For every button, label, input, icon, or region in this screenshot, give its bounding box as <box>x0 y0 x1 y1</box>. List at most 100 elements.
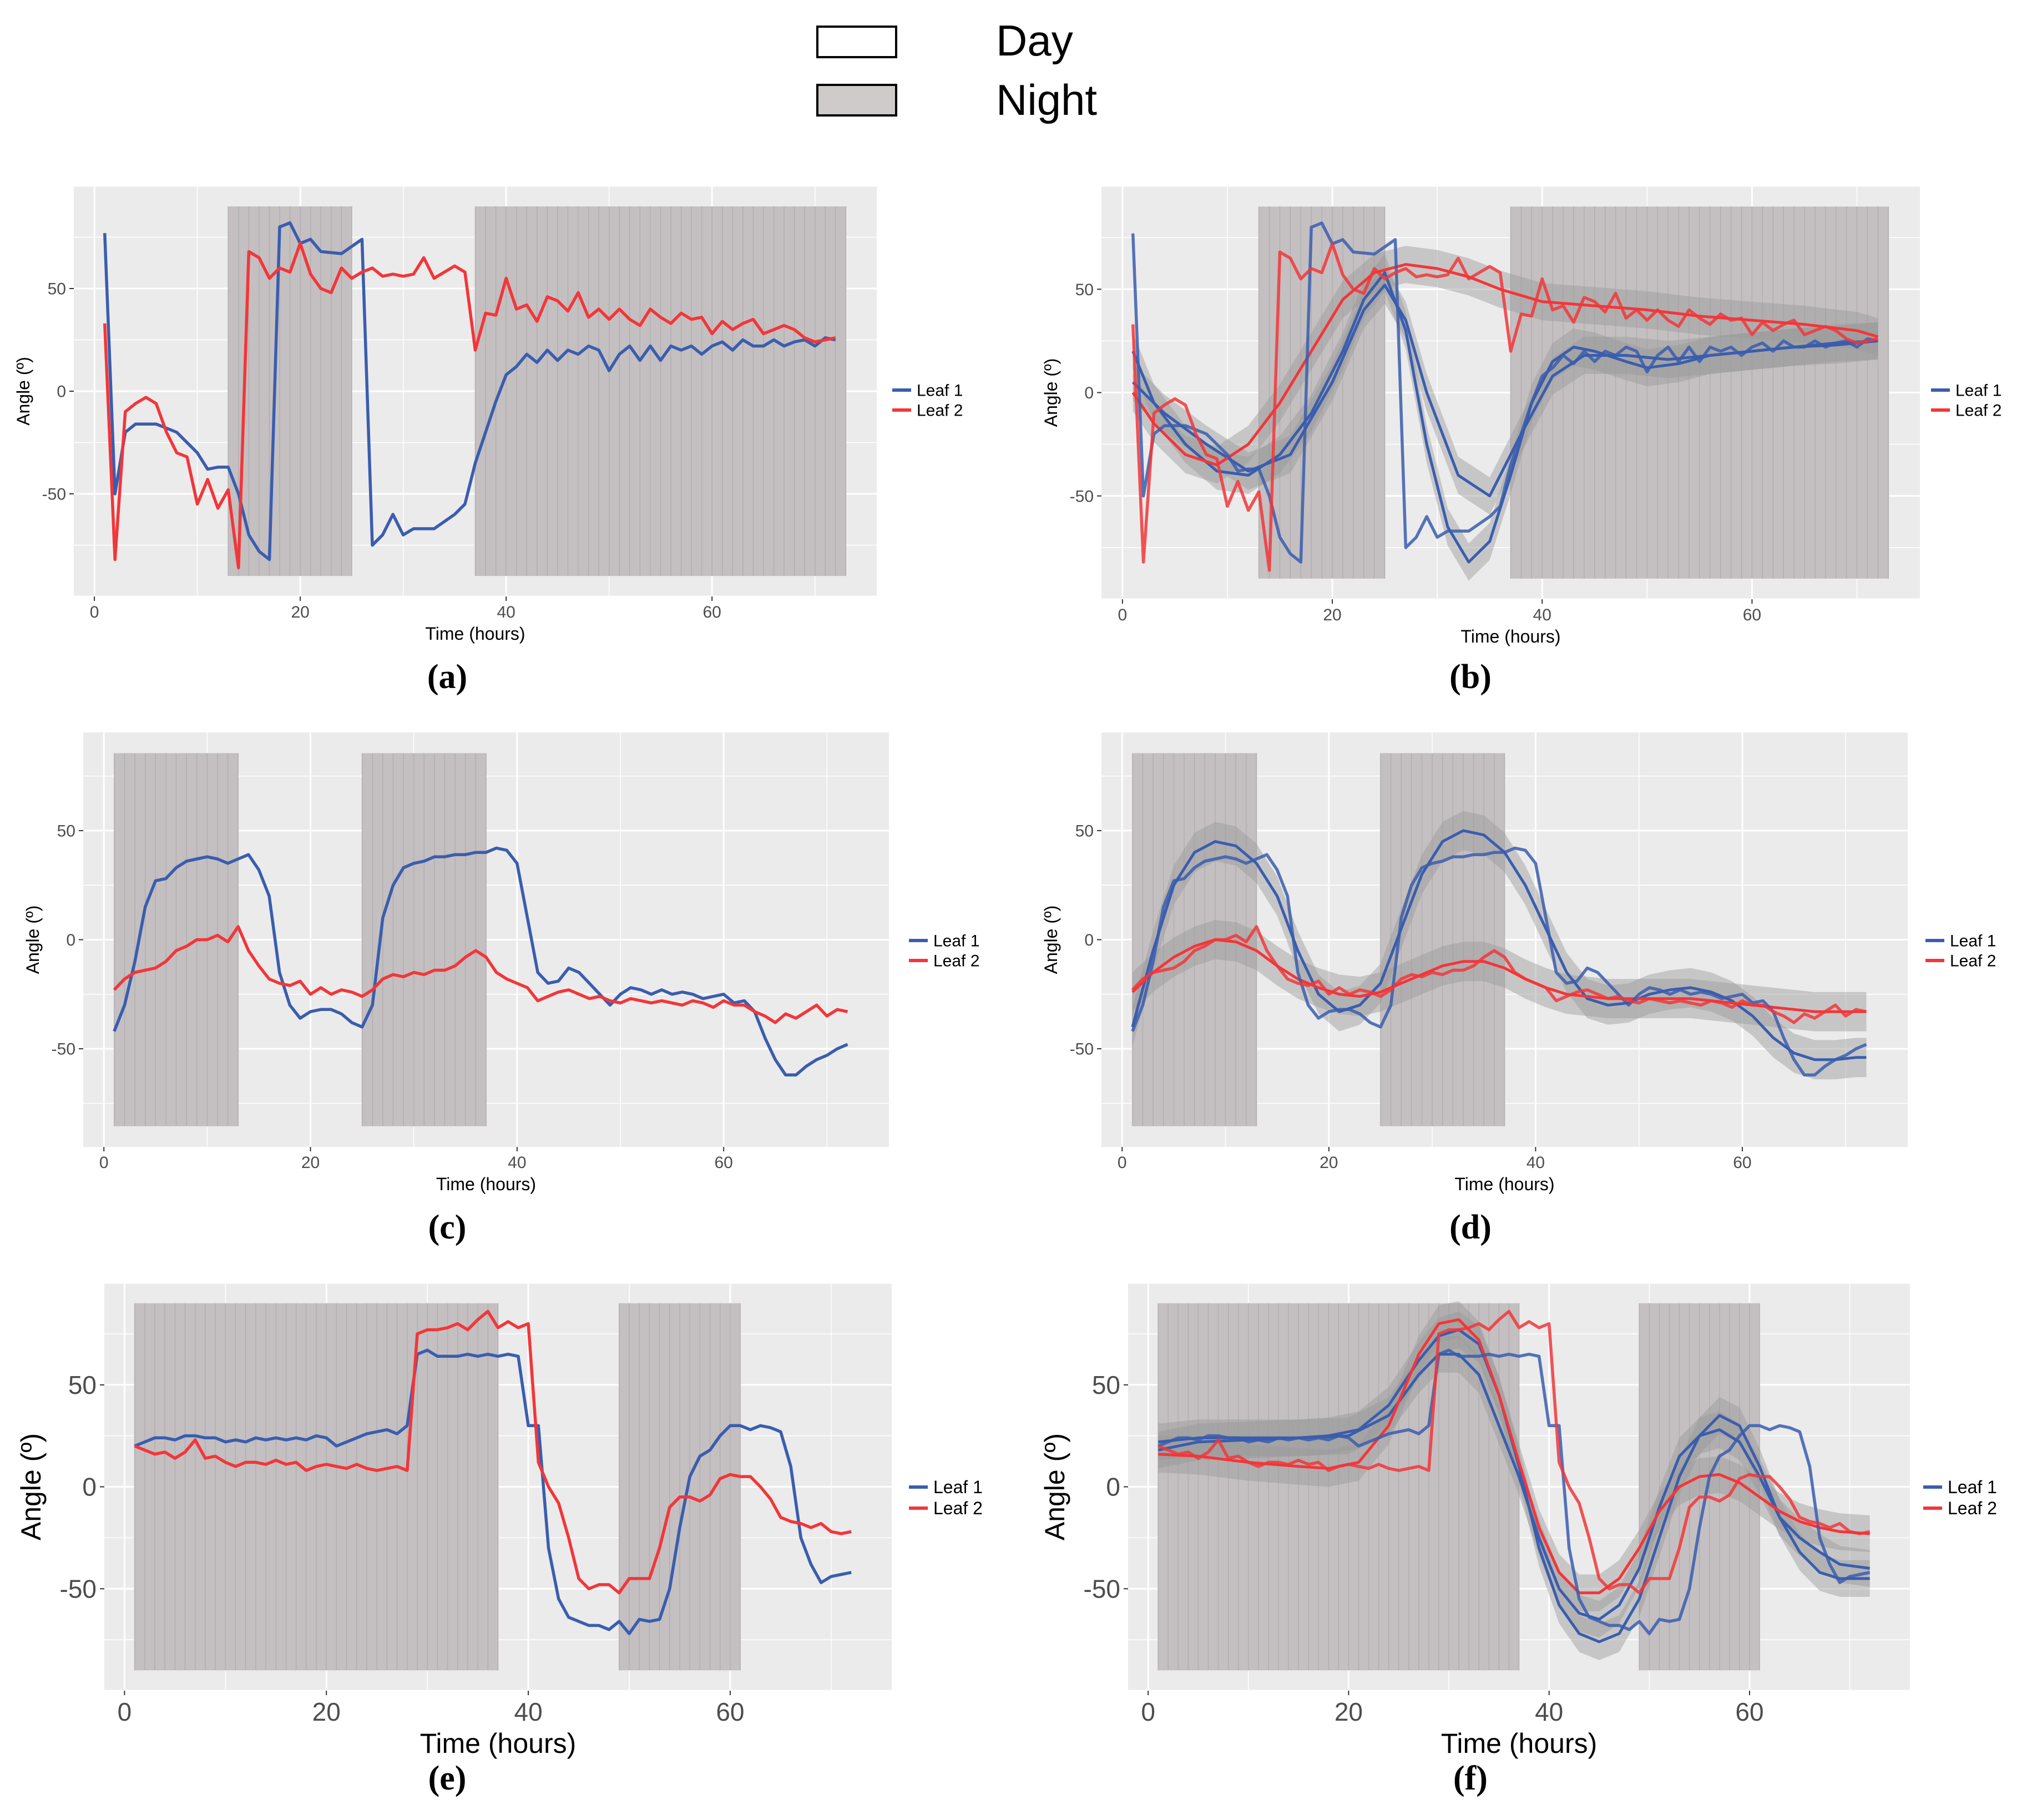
night-period <box>134 1303 499 1671</box>
smooth-fit-line-1 <box>1131 284 1878 498</box>
x-tick-label: 20 <box>291 603 309 621</box>
x-tick-label: 0 <box>1118 1154 1127 1172</box>
x-tick-label: 40 <box>1526 1154 1545 1172</box>
x-tick-label: 60 <box>1733 1154 1751 1172</box>
y-axis-label: Angle (º) <box>1039 1433 1070 1540</box>
y-tick-label: -50 <box>1070 1040 1094 1059</box>
series-line-leaf-1 <box>1131 846 1867 1077</box>
night-period <box>361 753 487 1126</box>
x-tick-label: 0 <box>1118 606 1127 624</box>
x-tick-label: 20 <box>1320 1154 1338 1172</box>
x-tick-label: 20 <box>1323 606 1341 624</box>
night-period <box>1157 1303 1520 1671</box>
x-tick-label: 0 <box>118 1697 132 1726</box>
y-axis-label: Angle (º) <box>16 1433 47 1540</box>
y-axis-label: Angle (º) <box>1041 358 1061 427</box>
series-line-leaf-2 <box>113 925 848 1024</box>
smooth-confidence-band <box>1133 246 1878 484</box>
panel-caption: (e) <box>428 1760 467 1797</box>
series-line-leaf-1 <box>113 846 848 1077</box>
legend-label-leaf-2: Leaf 2 <box>1950 952 1996 970</box>
chart-panel-a: 0 20 40 60 -50 0 50 Time (hours) Angle (º) Leaf 1… <box>13 185 963 696</box>
day-legend-label: Day <box>996 16 1073 65</box>
series-line-leaf-2 <box>1157 1310 1871 1595</box>
y-tick-label: -50 <box>42 486 66 504</box>
y-axis-label: Angle (º) <box>23 906 43 974</box>
series-line-leaf-1 <box>1157 1348 1871 1635</box>
night-period <box>1639 1303 1760 1671</box>
chart-panel-f: 0 20 40 60 -50 0 50 Time (hours) Angle (º) Leaf 1… <box>1039 1282 1997 1797</box>
series-line-leaf-1 <box>134 1348 852 1635</box>
x-tick-label: 40 <box>1535 1697 1563 1726</box>
y-tick-label: 50 <box>48 280 66 299</box>
night-period <box>1132 753 1257 1126</box>
day-night-legend: Day Night <box>816 16 1097 124</box>
x-tick-label: 40 <box>1533 606 1551 624</box>
panel-caption: (a) <box>427 658 467 696</box>
x-tick-label: 40 <box>497 603 515 621</box>
smooth-fit-line-2 <box>1158 1318 1870 1595</box>
x-tick-label: 40 <box>508 1154 526 1172</box>
y-tick-label: 0 <box>66 931 75 949</box>
panels: 0 20 40 60 -50 0 50 Time (hours) Angle (º) Leaf 1… <box>13 185 2001 1797</box>
panel-caption: (b) <box>1449 658 1492 696</box>
legend-label-leaf-2: Leaf 2 <box>917 402 963 420</box>
y-tick-label: 0 <box>82 1473 97 1502</box>
smooth-confidence-band <box>1158 1301 1870 1611</box>
night-legend-swatch <box>816 84 897 117</box>
y-axis-label: Angle (º) <box>1041 906 1061 974</box>
chart-panel-b: 0 20 40 60 -50 0 50 Time (hours) Angle (º) Leaf 1… <box>1041 185 2001 696</box>
legend-label-leaf-1: Leaf 1 <box>1955 382 2001 400</box>
x-axis-label: Time (hours) <box>1460 626 1560 646</box>
smooth-confidence-band <box>1132 920 1867 1032</box>
series-legend: Leaf 1 Leaf 2 <box>1931 382 2001 420</box>
y-tick-label: 0 <box>1084 384 1094 402</box>
chart-panel-d: 0 20 40 60 -50 0 50 Time (hours) Angle (º) Leaf 1… <box>1041 732 1996 1246</box>
night-period <box>619 1303 741 1671</box>
y-tick-label: -50 <box>1070 487 1094 505</box>
night-period <box>1510 206 1889 579</box>
y-tick-label: -50 <box>52 1040 75 1059</box>
day-legend-swatch <box>816 26 897 58</box>
night-period <box>474 206 847 576</box>
legend-label-leaf-2: Leaf 2 <box>933 952 979 970</box>
x-axis-label: Time (hours) <box>1441 1728 1598 1759</box>
legend-label-leaf-2: Leaf 2 <box>1948 1498 1997 1518</box>
series-line-leaf-2 <box>1131 925 1867 1024</box>
x-tick-label: 60 <box>714 1154 732 1172</box>
night-legend-label: Night <box>996 75 1097 124</box>
x-tick-label: 20 <box>312 1697 341 1726</box>
x-tick-label: 20 <box>1335 1697 1363 1726</box>
y-tick-label: 50 <box>1092 1371 1120 1399</box>
series-line-leaf-2 <box>1131 242 1878 572</box>
y-tick-label: -50 <box>60 1574 97 1603</box>
legend-label-leaf-1: Leaf 1 <box>917 382 963 400</box>
y-tick-label: 0 <box>1084 931 1094 949</box>
night-period <box>114 753 239 1126</box>
x-tick-label: 0 <box>99 1154 109 1172</box>
panel-caption: (d) <box>1449 1209 1492 1246</box>
x-tick-label: 60 <box>1735 1697 1763 1726</box>
series-legend: Leaf 1 Leaf 2 <box>892 382 963 420</box>
chart-panel-c: 0 20 40 60 -50 0 50 Time (hours) Angle (º) Leaf 1… <box>23 732 979 1246</box>
chart-panel-e: 0 20 40 60 -50 0 50 Time (hours) Angle (º) Leaf 1… <box>16 1282 983 1797</box>
x-axis-label: Time (hours) <box>420 1728 577 1759</box>
panel-caption: (f) <box>1453 1760 1488 1797</box>
x-axis-label: Time (hours) <box>436 1174 536 1194</box>
y-tick-label: 50 <box>1075 281 1094 299</box>
panel-caption: (c) <box>428 1209 467 1246</box>
legend-label-leaf-2: Leaf 2 <box>933 1498 983 1518</box>
smooth-fit-line-1 <box>1157 1353 1871 1621</box>
legend-label-leaf-2: Leaf 2 <box>1955 402 2001 420</box>
y-axis-label: Angle (º) <box>13 357 33 426</box>
y-tick-label: 50 <box>68 1371 97 1399</box>
x-axis-label: Time (hours) <box>425 624 525 644</box>
x-tick-label: 20 <box>301 1154 320 1172</box>
y-tick-label: 50 <box>57 822 75 840</box>
y-tick-label: -50 <box>1084 1574 1120 1603</box>
